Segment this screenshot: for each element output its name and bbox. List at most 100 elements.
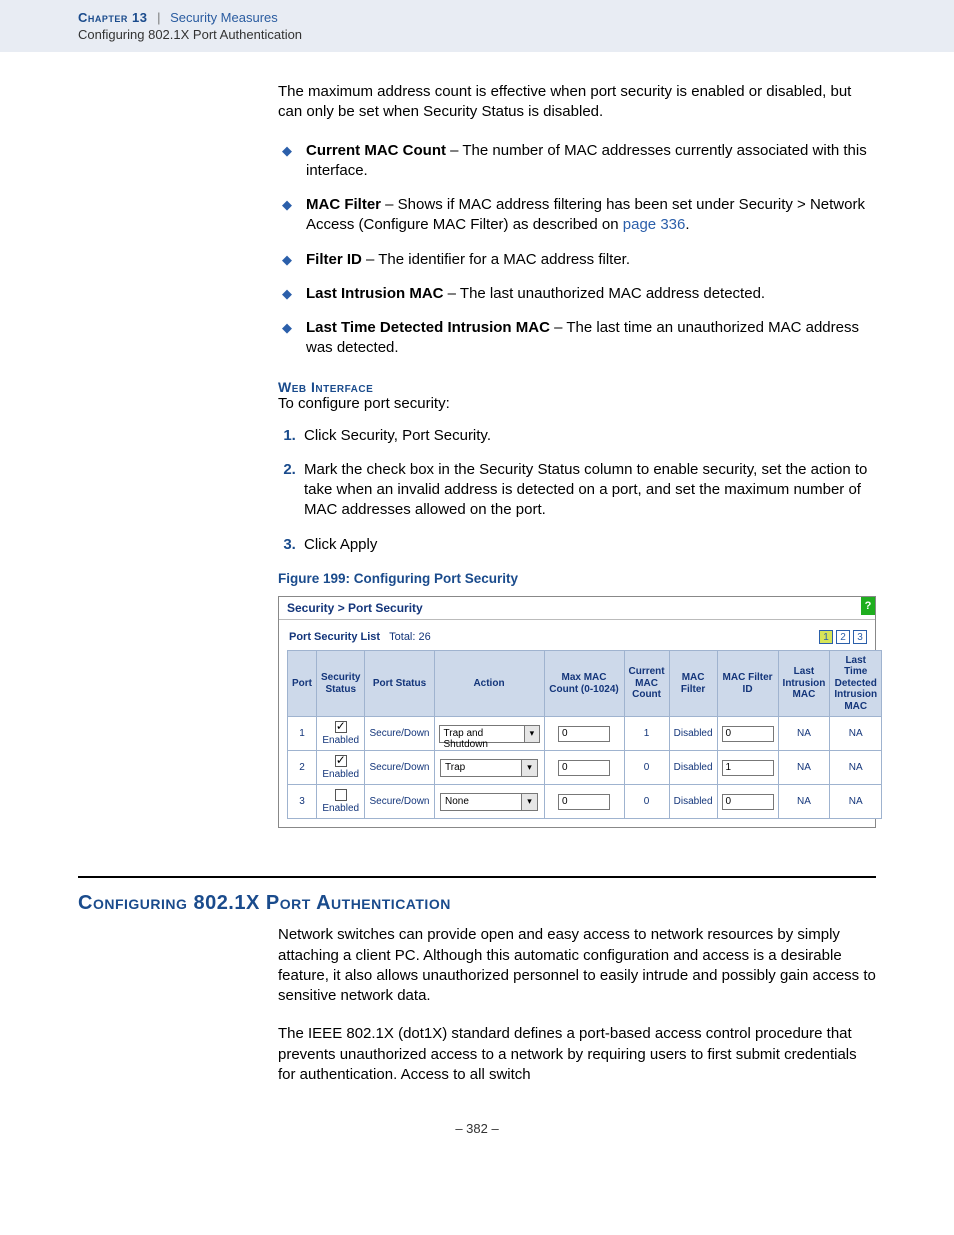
cell-max-mac: 0 (544, 751, 624, 785)
cell-last-time-detected: NA (830, 751, 882, 785)
security-status-checkbox[interactable] (335, 721, 347, 733)
step-2: Mark the check box in the Security Statu… (300, 460, 876, 521)
definition-list: Current MAC Count – The number of MAC ad… (278, 141, 876, 359)
table-header-row: Port Security Status Port Status Action … (288, 650, 882, 717)
cell-port-status: Secure/Down (365, 717, 434, 751)
security-status-label: Enabled (322, 735, 359, 746)
cell-security-status: Enabled (317, 717, 365, 751)
cell-action: Trap▾ (434, 751, 544, 785)
security-status-label: Enabled (322, 803, 359, 814)
col-mac-filter: MAC Filter (669, 650, 717, 717)
cell-port-status: Secure/Down (365, 785, 434, 819)
list-bar: Port Security List Total: 26 1 2 3 (279, 620, 875, 650)
page-header: Chapter 13 | Security Measures Configuri… (0, 0, 954, 52)
cell-port: 1 (288, 717, 317, 751)
security-status-checkbox[interactable] (335, 755, 347, 767)
cell-security-status: Enabled (317, 751, 365, 785)
section2-p1: Network switches can provide open and ea… (278, 925, 876, 1006)
max-mac-input[interactable]: 0 (558, 794, 610, 810)
desc: – The last unauthorized MAC address dete… (444, 285, 766, 302)
col-port: Port (288, 650, 317, 717)
table-row: 2EnabledSecure/DownTrap▾00Disabled1NANA (288, 751, 882, 785)
max-mac-input[interactable]: 0 (558, 760, 610, 776)
term: Filter ID (306, 251, 362, 268)
action-select[interactable]: Trap▾ (440, 759, 538, 777)
cell-current-mac: 0 (624, 785, 669, 819)
action-select[interactable]: None▾ (440, 793, 538, 811)
term: Last Time Detected Intrusion MAC (306, 319, 550, 336)
cell-current-mac: 1 (624, 717, 669, 751)
cell-mac-filter: Disabled (669, 751, 717, 785)
cell-mac-filter: Disabled (669, 717, 717, 751)
security-status-checkbox[interactable] (335, 789, 347, 801)
col-last-intrusion: Last Intrusion MAC (778, 650, 830, 717)
steps-list: Click Security, Port Security. Mark the … (278, 426, 876, 555)
list-total: Total: 26 (383, 631, 431, 643)
cell-last-time-detected: NA (830, 785, 882, 819)
cell-last-intrusion-mac: NA (778, 785, 830, 819)
cell-filter-id: 1 (717, 751, 778, 785)
page-2[interactable]: 2 (836, 630, 850, 644)
col-last-time: Last Time Detected Intrusion MAC (830, 650, 882, 717)
bullet-mac-filter: MAC Filter – Shows if MAC address filter… (278, 195, 876, 236)
chevron-down-icon: ▾ (524, 726, 538, 742)
filter-id-input[interactable]: 1 (722, 760, 774, 776)
bullet-current-mac-count: Current MAC Count – The number of MAC ad… (278, 141, 876, 182)
cell-action: Trap and Shutdown▾ (434, 717, 544, 751)
page-3[interactable]: 3 (853, 630, 867, 644)
web-interface-lead: To configure port security: (278, 395, 876, 412)
port-security-table: Port Security Status Port Status Action … (287, 650, 882, 820)
figure-breadcrumb: Security > Port Security (287, 601, 423, 615)
cell-last-intrusion-mac: NA (778, 751, 830, 785)
desc: – The identifier for a MAC address filte… (362, 251, 630, 268)
col-security-status: Security Status (317, 650, 365, 717)
table-row: 3EnabledSecure/DownNone▾00Disabled0NANA (288, 785, 882, 819)
help-icon[interactable]: ? (861, 597, 875, 615)
step-3: Click Apply (300, 535, 876, 555)
action-select[interactable]: Trap and Shutdown▾ (439, 725, 540, 743)
term: Current MAC Count (306, 142, 446, 159)
desc: – Shows if MAC address filtering has bee… (306, 196, 865, 233)
cell-mac-filter: Disabled (669, 785, 717, 819)
figure-breadcrumb-bar: Security > Port Security ? (279, 597, 875, 620)
page-link[interactable]: page 336 (623, 216, 686, 233)
header-section: Security Measures (170, 10, 278, 25)
section-rule (78, 876, 876, 878)
col-action: Action (434, 650, 544, 717)
cell-max-mac: 0 (544, 785, 624, 819)
figure-caption: Figure 199: Configuring Port Security (278, 571, 876, 586)
section2-p2: The IEEE 802.1X (dot1X) standard defines… (278, 1024, 876, 1085)
intro-paragraph: The maximum address count is effective w… (278, 82, 876, 123)
header-separator: | (151, 10, 166, 25)
col-mac-filter-id: MAC Filter ID (717, 650, 778, 717)
cell-port: 3 (288, 785, 317, 819)
security-status-label: Enabled (322, 769, 359, 780)
term: MAC Filter (306, 196, 381, 213)
col-current-mac: Current MAC Count (624, 650, 669, 717)
chapter-label: Chapter 13 (78, 10, 147, 25)
cell-filter-id: 0 (717, 785, 778, 819)
cell-current-mac: 0 (624, 751, 669, 785)
page-number: – 382 – (78, 1121, 876, 1136)
page-1[interactable]: 1 (819, 630, 833, 644)
cell-port-status: Secure/Down (365, 751, 434, 785)
web-interface-heading: Web Interface (278, 379, 876, 395)
pager: 1 2 3 (819, 630, 867, 644)
header-subsection: Configuring 802.1X Port Authentication (78, 27, 954, 42)
filter-id-input[interactable]: 0 (722, 794, 774, 810)
table-row: 1EnabledSecure/DownTrap and Shutdown▾01D… (288, 717, 882, 751)
term: Last Intrusion MAC (306, 285, 444, 302)
bullet-last-intrusion-mac: Last Intrusion MAC – The last unauthoriz… (278, 284, 876, 304)
cell-filter-id: 0 (717, 717, 778, 751)
bullet-last-time-detected: Last Time Detected Intrusion MAC – The l… (278, 318, 876, 359)
cell-security-status: Enabled (317, 785, 365, 819)
col-port-status: Port Status (365, 650, 434, 717)
cell-port: 2 (288, 751, 317, 785)
chevron-down-icon: ▾ (521, 760, 537, 776)
chevron-down-icon: ▾ (521, 794, 537, 810)
max-mac-input[interactable]: 0 (558, 726, 610, 742)
filter-id-input[interactable]: 0 (722, 726, 774, 742)
cell-action: None▾ (434, 785, 544, 819)
section-title: Configuring 802.1X Port Authentication (78, 892, 876, 915)
step-1: Click Security, Port Security. (300, 426, 876, 446)
